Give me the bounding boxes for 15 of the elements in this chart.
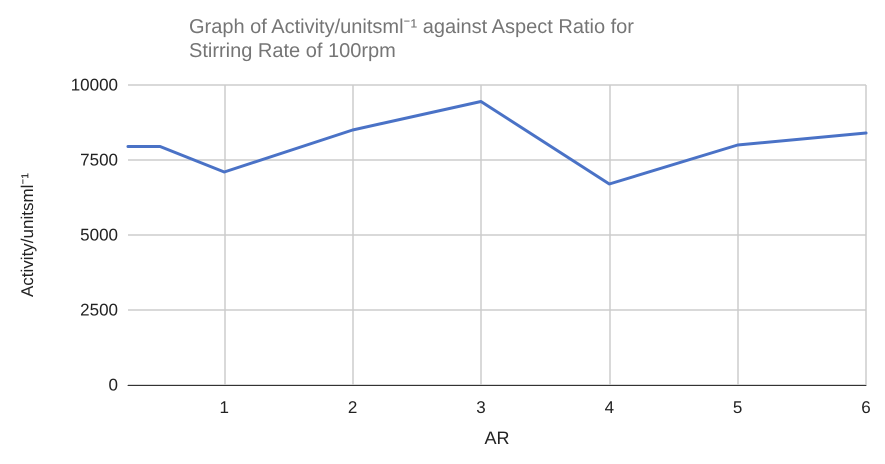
x-tick-label: 2 <box>348 398 358 417</box>
x-tick-label: 6 <box>861 398 871 417</box>
x-tick-label: 3 <box>476 398 486 417</box>
x-axis-title: AR <box>484 428 510 448</box>
y-tick-label: 0 <box>108 376 118 394</box>
y-axis-title: Activity/unitsml⁻¹ <box>18 172 37 298</box>
y-tick-label: 10000 <box>70 76 118 94</box>
y-tick-label: 7500 <box>80 150 118 170</box>
y-tick-label: 5000 <box>80 226 118 244</box>
x-tick-label: 4 <box>604 398 614 417</box>
x-tick-label: 5 <box>732 398 742 417</box>
x-tick-label: 1 <box>220 398 229 417</box>
chart-title: Graph of Activity/unitsml⁻¹ against Aspect Ratio for Stirring Rate of 100rpm <box>189 16 634 62</box>
y-tick-label: 2500 <box>80 300 118 320</box>
line-series <box>126 100 868 186</box>
